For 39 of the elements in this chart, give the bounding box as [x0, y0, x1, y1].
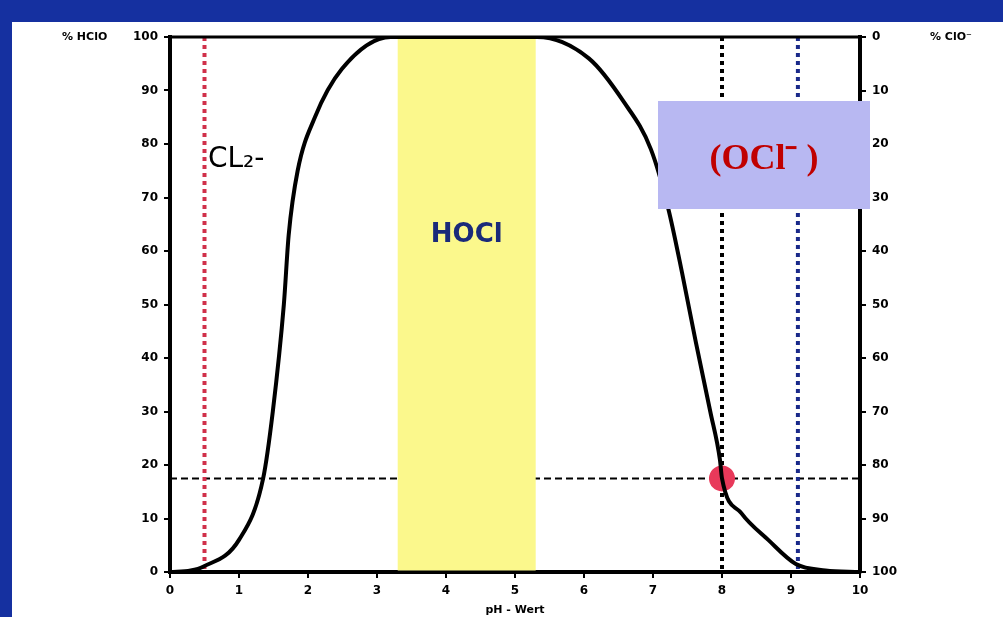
y2-tick-label: 0	[872, 29, 881, 44]
x-tick-label: 5	[510, 583, 520, 598]
y-tick-label: 10	[141, 510, 158, 525]
x-tick-label: 9	[786, 583, 796, 598]
y-tick-label: 90	[141, 82, 158, 97]
y2-tick-label: 70	[872, 403, 889, 418]
y2-tick-label: 50	[872, 296, 889, 311]
y2-tick-label: 20	[872, 136, 889, 151]
x-tick-label: 8	[717, 583, 727, 598]
y2-tick-label: 60	[872, 350, 889, 365]
y-tick-label: 0	[149, 564, 158, 579]
y-tick-label: 60	[141, 243, 158, 258]
y-tick-label: 80	[141, 136, 158, 151]
x-tick-label: 3	[372, 583, 382, 598]
label-box: (OCl⁻ )	[658, 101, 870, 210]
y2-tick-label: 90	[872, 510, 889, 525]
x-axis-title: pH - Wert	[485, 603, 545, 617]
y-tick-label: 70	[141, 189, 158, 204]
y2-tick-label: 80	[872, 457, 889, 472]
annotation: CL₂-	[207, 141, 265, 175]
y-tick-label: 100	[132, 29, 158, 44]
y-tick-label: 30	[141, 403, 158, 418]
x-tick-label: 1	[234, 583, 244, 598]
x-tick-label: 7	[648, 583, 658, 598]
x-tick-label: 10	[851, 583, 869, 598]
y-axis-title: % HClO	[62, 29, 108, 43]
x-tick-label: 4	[441, 583, 451, 598]
y2-tick-label: 10	[872, 82, 889, 97]
y2-tick-label: 40	[872, 243, 889, 258]
y2-tick-label: 30	[872, 189, 889, 204]
y-tick-label: 40	[141, 350, 158, 365]
x-tick-label: 0	[165, 583, 175, 598]
band-label: HOCl	[430, 217, 503, 248]
y-tick-label: 20	[141, 457, 158, 472]
y2-tick-label: 100	[872, 564, 898, 579]
y2-axis-title: % ClO⁻	[930, 29, 973, 43]
y-tick-label: 50	[141, 296, 158, 311]
x-tick-label: 2	[303, 583, 313, 598]
x-tick-label: 6	[579, 583, 589, 598]
